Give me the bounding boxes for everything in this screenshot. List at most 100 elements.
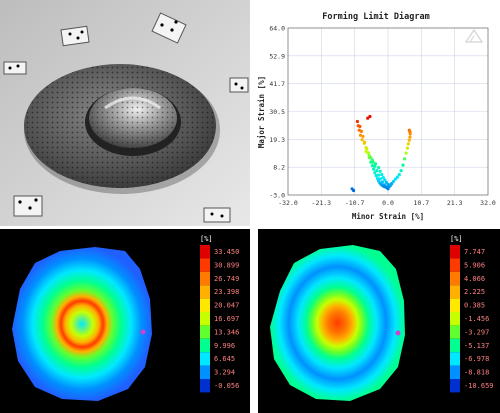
fld-data-point (374, 174, 378, 178)
legend-value-label: -5.137 (464, 342, 489, 350)
fld-data-point (367, 154, 371, 158)
fld-data-point (401, 163, 405, 167)
fld-data-point (366, 116, 370, 120)
fld-data-point (372, 167, 376, 171)
legend-value-label: -8.818 (464, 369, 489, 377)
minor-strain-field (270, 245, 405, 401)
legend-color-swatch (450, 325, 460, 339)
fld-data-point (395, 175, 399, 179)
fld-data-point (368, 114, 372, 119)
fld-data-point (383, 178, 387, 182)
fld-data-point (407, 138, 411, 142)
legend-value-label: 33.450 (214, 248, 239, 256)
fld-data-point (352, 188, 356, 193)
fld-x-tick-label: 21.3 (447, 199, 463, 207)
fld-data-point (377, 173, 381, 177)
legend-color-swatch (450, 312, 460, 326)
fld-plot-frame (287, 27, 489, 196)
legend-color-swatch (450, 245, 460, 259)
fld-x-tick-label: -21.3 (312, 199, 332, 207)
major-strain-contour-panel: [%] 33.450 30.899 26.749 23.398 20.047 16.697 1… (0, 229, 250, 413)
forming-limit-diagram: Forming Limit Diagram -32.0 -21.3 -10.7 0.0… (252, 0, 500, 226)
major-strain-field (12, 247, 152, 401)
fld-data-point (361, 134, 365, 138)
fld-y-tick-label: -3.0 (269, 192, 285, 200)
fld-data-point (408, 135, 412, 139)
major-strain-contour: [%]33.450 30.899 26.749 23.398 20.047 16.697 1… (12, 235, 239, 401)
fld-x-axis-label: Minor Strain [%] (352, 212, 424, 221)
calibration-marker (13, 195, 43, 217)
fld-y-tick-label: 30.5 (269, 108, 285, 116)
legend-value-label: 9.996 (214, 342, 235, 350)
fld-x-tick-label: -32.0 (278, 199, 298, 207)
legend-value-label: -10.659 (464, 382, 494, 390)
legend-color-swatch (450, 379, 460, 393)
fld-x-ticks: -32.0 -21.3 -10.7 0.0 10.7 21.3 32.0 (278, 199, 496, 207)
legend-color-swatch (200, 379, 210, 393)
fld-data-point (375, 169, 379, 173)
fld-data-point (355, 119, 359, 124)
fld-data-point (373, 164, 377, 168)
legend-value-label: -6.978 (464, 355, 489, 363)
fld-data-point (373, 162, 378, 166)
legend-color-swatch (450, 352, 460, 366)
fld-data-point (359, 129, 363, 133)
fld-data-point (380, 173, 384, 177)
fld-data-point (378, 169, 382, 173)
fld-data-point (363, 140, 367, 144)
legend-color-swatch (200, 285, 210, 299)
fld-scatter-points (350, 114, 412, 193)
fld-data-point (358, 133, 363, 137)
watermark-logo (464, 28, 484, 43)
fld-data-point (364, 146, 368, 150)
legend-value-label: 3.294 (214, 369, 235, 377)
calibration-marker (229, 77, 249, 93)
fld-x-tick-label: 32.0 (480, 199, 496, 207)
minor-strain-legend: [%]7.747 5.906 4.066 2.225 0.385 -1.456 -3.297… (450, 235, 494, 393)
calibration-marker (151, 12, 187, 44)
fld-data-point (364, 149, 368, 153)
fld-data-point (370, 164, 374, 168)
legend-value-label: 0.385 (464, 302, 485, 310)
legend-color-swatch (200, 258, 210, 272)
legend-color-swatch (200, 245, 210, 259)
fld-data-point (407, 128, 411, 132)
legend-value-label: 30.899 (214, 261, 239, 269)
fld-data-point (386, 182, 390, 187)
fld-y-tick-label: 64.0 (269, 25, 285, 33)
legend-color-swatch (450, 298, 460, 312)
calibration-marker (3, 61, 27, 75)
fld-title: Forming Limit Diagram (322, 11, 429, 22)
fld-x-tick-label: 0.0 (382, 199, 394, 207)
fld-data-point (377, 166, 381, 170)
specimen-photo-image (0, 0, 250, 226)
legend-value-label: 2.225 (464, 288, 485, 296)
legend-color-swatch (450, 285, 460, 299)
fld-data-point (360, 138, 364, 142)
fld-data-point (397, 173, 401, 177)
fld-x-tick-label: 10.7 (414, 199, 430, 207)
legend-color-swatch (200, 352, 210, 366)
fld-data-point (399, 169, 403, 173)
reference-point-marker (395, 330, 401, 336)
fld-data-point (373, 171, 377, 175)
legend-color-swatch (450, 365, 460, 379)
legend-value-label: 16.697 (214, 315, 239, 323)
legend-value-label: -1.456 (464, 315, 489, 323)
minor-strain-contour: [%]7.747 5.906 4.066 2.225 0.385 -1.456 -3.297… (270, 235, 494, 401)
legend-color-swatch (200, 338, 210, 353)
fld-y-ticks: 64.0 52.9 41.7 30.5 19.3 8.2 -3.0 (269, 25, 285, 200)
fld-data-point (403, 157, 407, 161)
fld-data-point (370, 158, 374, 162)
legend-value-label: 20.047 (214, 302, 239, 310)
legend-color-swatch (450, 258, 460, 272)
fld-y-tick-label: 41.7 (269, 80, 285, 88)
legend-value-label: 6.645 (214, 355, 235, 363)
legend-color-swatch (450, 271, 460, 286)
legend-unit: [%] (450, 235, 463, 243)
legend-value-label: 23.398 (214, 288, 239, 296)
legend-color-swatch (200, 365, 210, 379)
legend-value-label: 4.066 (464, 275, 485, 283)
calibration-marker (60, 25, 90, 47)
fld-y-axis-label: Major Strain [%] (257, 76, 266, 148)
